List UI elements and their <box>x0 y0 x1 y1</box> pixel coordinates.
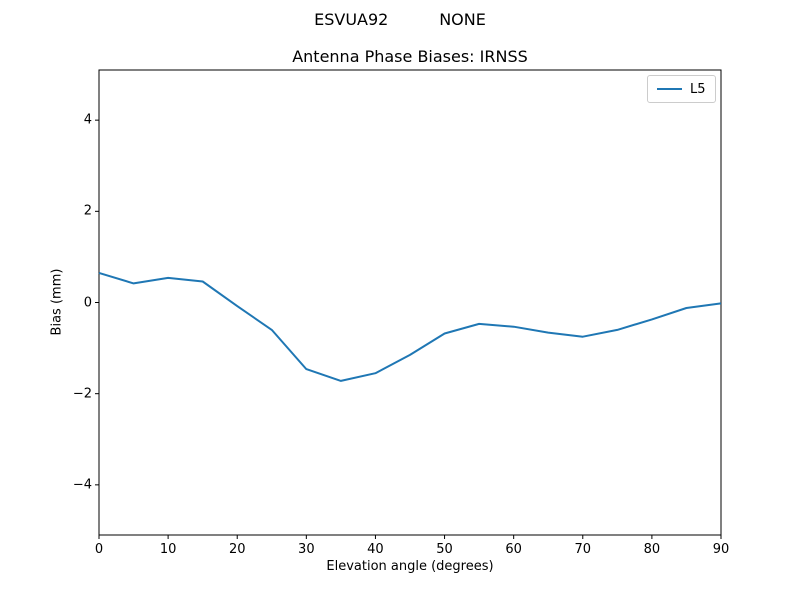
x-tick-label: 40 <box>367 542 384 557</box>
legend-label: L5 <box>690 81 706 97</box>
line-series-l5 <box>98 271 722 382</box>
x-tick-label: 70 <box>574 542 592 557</box>
x-axis-label: Elevation angle (degrees) <box>326 559 494 574</box>
legend-line-swatch <box>657 88 682 90</box>
x-tick-label: 50 <box>436 542 453 557</box>
y-tick-label: 2 <box>83 203 92 219</box>
axes-title: Antenna Phase Biases: IRNSS <box>292 47 528 66</box>
x-tick-label: 0 <box>94 542 104 557</box>
legend: L5 <box>647 75 716 103</box>
y-tick-label: −4 <box>72 477 92 493</box>
x-tick-label: 20 <box>228 542 246 557</box>
x-tick-label: 60 <box>505 542 522 557</box>
tick-marks <box>95 119 722 539</box>
y-tick-label: −2 <box>72 386 92 402</box>
y-tick-label: 4 <box>83 112 92 128</box>
x-tick-label: 30 <box>298 542 315 557</box>
x-tick-label: 80 <box>643 542 661 557</box>
x-tick-label: 90 <box>712 542 730 557</box>
axes-frame <box>98 69 722 536</box>
figure-suptitle: ESVUA92 NONE <box>314 10 486 29</box>
x-tick-label: 10 <box>159 542 177 557</box>
y-tick-label: 0 <box>83 295 92 310</box>
